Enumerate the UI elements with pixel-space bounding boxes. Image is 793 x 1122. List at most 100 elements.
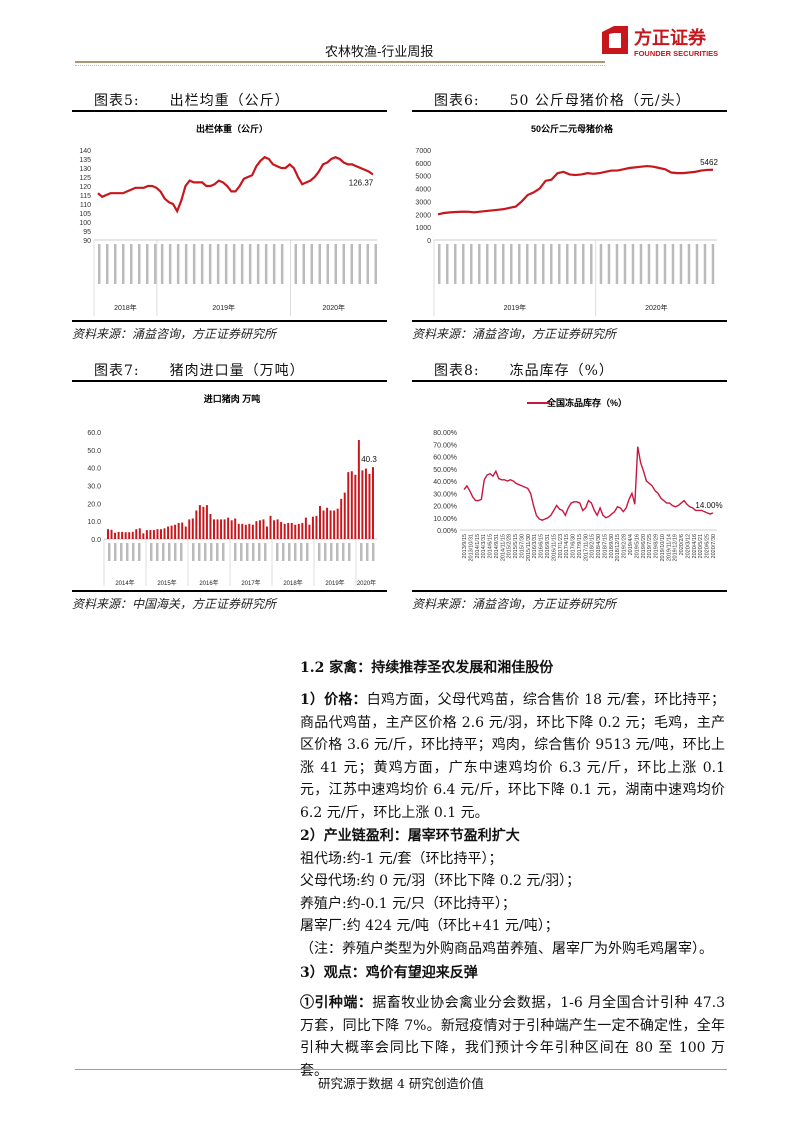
x-tick-mark <box>318 244 322 284</box>
x-tick-label: 2016/6/15 <box>539 534 545 558</box>
bar <box>251 524 254 539</box>
y-tick-label: 135 <box>79 157 91 164</box>
x-group-label: 2020年 <box>322 303 345 312</box>
profit-line: 祖代场:约-1 元/套（环比持平）； <box>300 850 503 867</box>
outlook-paragraph: ①引种端：据畜牧业协会禽业分会数据，1-6 月全国合计引种 47.3 万套，同比… <box>300 992 725 1082</box>
chart-7: 进口猪肉 万吨 0.0 10.0 20.0 30.0 40.0 50.0 60.0 40.3 20… <box>87 393 377 591</box>
bar <box>135 529 138 539</box>
y-tick-label: 120 <box>79 184 91 191</box>
x-tick-mark <box>184 244 188 284</box>
figure-source: 资料来源：涌益咨询，方正证券研究所 <box>412 327 617 341</box>
x-tick-mark <box>300 543 303 561</box>
x-tick-label: 2019/4/4 <box>628 534 634 555</box>
chart-title: 50公斤二元母猪价格 <box>531 123 614 134</box>
x-tick-mark <box>120 543 123 561</box>
x-tick-mark <box>162 543 165 561</box>
x-tick-mark <box>234 543 237 561</box>
bar <box>311 516 314 539</box>
profit-heading: 2）产业链盈利：屠宰环节盈利扩大 <box>300 828 520 844</box>
x-tick-mark <box>222 543 225 561</box>
bar <box>156 529 159 539</box>
figure-title: 图表7: 猪肉进口量（万吨） <box>72 360 387 380</box>
bar <box>368 473 371 539</box>
bar <box>315 515 318 539</box>
bar <box>364 468 367 539</box>
chart-title: 出栏体重（公斤） <box>196 123 268 134</box>
bar <box>372 467 374 539</box>
x-tick-mark <box>282 543 285 561</box>
x-tick-mark <box>168 543 171 561</box>
x-group-label: 2017年 <box>241 579 260 586</box>
x-tick-mark <box>550 244 553 284</box>
figure-7: 图表7: 猪肉进口量（万吨） 进口猪肉 万吨 0.0 10.0 20.0 30.0 40.0… <box>72 360 387 612</box>
x-tick-label: 2013/9/15 <box>462 534 468 558</box>
y-tick-label: 7000 <box>415 148 431 155</box>
x-tick-label: 2015/2/28 <box>507 534 513 558</box>
x-tick-label: 2017/4/15 <box>564 534 570 558</box>
last-value-label: 5462 <box>700 158 718 167</box>
section-heading-text: 1.2 家禽：持续推荐圣农发展和湘佳股份 <box>300 660 554 676</box>
x-tick-mark <box>288 543 291 561</box>
bar <box>149 530 152 539</box>
y-tick-label: 6000 <box>415 161 431 168</box>
x-tick-mark <box>631 244 635 284</box>
x-tick-mark <box>98 244 101 284</box>
x-tick-label: 2018/9/30 <box>609 534 615 558</box>
chart-6: 50公斤二元母猪价格 0 1000 2000 3000 4000 5000 6000 7000 5… <box>415 123 718 316</box>
x-tick-mark <box>208 244 212 284</box>
x-tick-mark <box>358 244 362 284</box>
figure-source: 资料来源：中国海关，方正证券研究所 <box>72 597 277 611</box>
bar <box>333 510 336 539</box>
bar <box>343 492 346 539</box>
bar <box>319 506 321 539</box>
figure-label: 图表5: <box>94 93 140 109</box>
figure-bottom-rule <box>412 590 727 592</box>
x-tick-mark <box>494 244 497 284</box>
y-tick-label: 30.0 <box>87 484 101 491</box>
figure-title-text: 出栏均重（公斤） <box>169 93 290 109</box>
x-tick-label: 2018/2/15 <box>590 534 596 558</box>
bar <box>350 471 353 539</box>
x-tick-label: 2019/11/14 <box>666 534 672 561</box>
bar <box>198 505 201 539</box>
x-tick-label: 2014/11/15 <box>500 534 506 561</box>
chart-5: 出栏体重（公斤） 90 95 100 105 110 115 120 125 130 135 140 1… <box>79 123 378 316</box>
bar <box>287 522 290 539</box>
x-tick-mark <box>126 543 129 561</box>
section-heading: 1.2 家禽：持续推荐圣农发展和湘佳股份 <box>300 657 725 680</box>
bar <box>304 517 307 539</box>
x-tick-mark <box>240 244 244 284</box>
x-tick-mark <box>168 244 172 284</box>
x-tick-label: 2016/9/31 <box>545 534 551 558</box>
bar <box>244 524 247 539</box>
figure-title-text: 冻品库存（%） <box>509 363 614 379</box>
last-value-label: 40.3 <box>361 455 377 464</box>
figure-top-rule <box>72 380 387 382</box>
x-tick-mark <box>502 244 505 284</box>
x-tick-mark <box>336 543 339 561</box>
x-tick-mark <box>342 244 346 284</box>
figure-title: 图表6: 50 公斤母猪价格（元/头） <box>412 90 727 110</box>
report-category: 农林牧渔-行业周报 <box>325 45 434 60</box>
y-tick-label: 1000 <box>415 225 431 232</box>
bar <box>322 510 325 539</box>
x-tick-mark <box>366 543 369 561</box>
x-tick-mark <box>462 244 465 284</box>
x-tick-mark <box>330 543 333 561</box>
bar <box>220 519 223 539</box>
x-tick-label: 2020/6/25 <box>705 534 711 558</box>
series-line <box>463 446 714 521</box>
header-divider <box>75 61 605 63</box>
bar <box>357 440 360 539</box>
figure-6: 图表6: 50 公斤母猪价格（元/头） 50公斤二元母猪价格 0 1000 2000 30… <box>412 90 727 342</box>
y-tick-label: 40.0 <box>87 466 101 473</box>
x-tick-mark <box>647 244 651 284</box>
x-tick-mark <box>582 244 585 284</box>
bar <box>128 532 131 539</box>
bar <box>326 507 329 539</box>
x-tick-label: 2019/5/16 <box>634 534 640 558</box>
x-tick-label: 2015/5/15 <box>513 534 519 558</box>
y-tick-label: 80.00% <box>433 430 457 437</box>
x-tick-label: 2020/3/12 <box>685 534 691 558</box>
bar <box>170 525 173 539</box>
